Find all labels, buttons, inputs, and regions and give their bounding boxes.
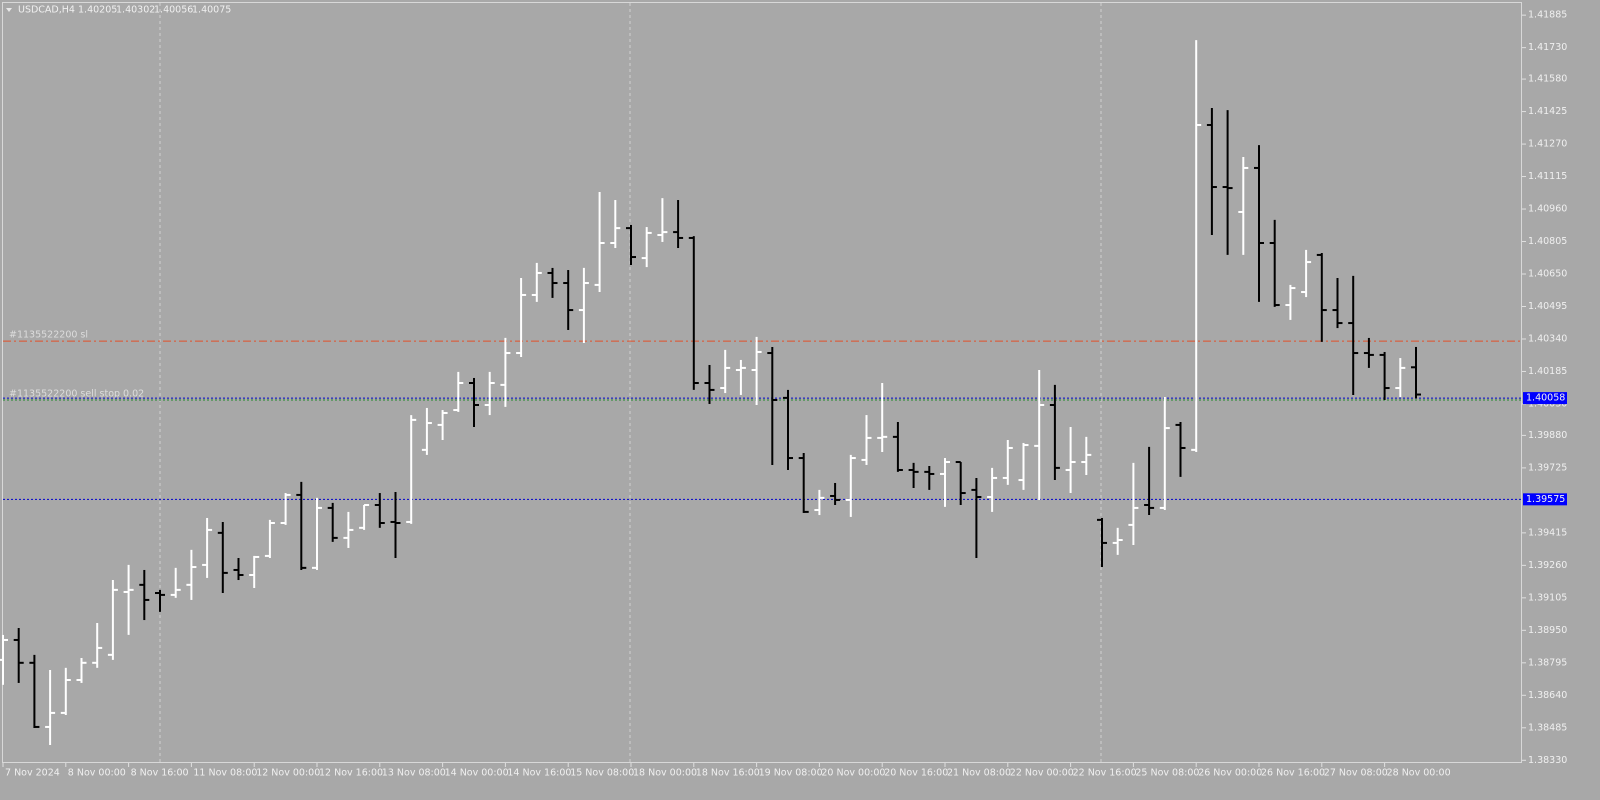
x-tick-label: 27 Nov 08:00 (1324, 768, 1388, 779)
x-tick-label: 11 Nov 08:00 (193, 768, 257, 779)
x-tick-label: 18 Nov 16:00 (696, 768, 760, 779)
x-tick-label: 19 Nov 08:00 (759, 768, 823, 779)
chart-title: USDCAD,H4 (18, 5, 75, 16)
y-tick-label: 1.38950 (1528, 625, 1567, 636)
price-tag-label: 1.40058 (1526, 393, 1565, 404)
y-tick-label: 1.41730 (1528, 42, 1567, 53)
y-tick-label: 1.40960 (1528, 204, 1567, 215)
x-tick-label: 26 Nov 16:00 (1261, 768, 1325, 779)
x-tick-label: 13 Nov 08:00 (382, 768, 446, 779)
x-tick-label: 26 Nov 00:00 (1198, 768, 1262, 779)
y-tick-label: 1.40495 (1528, 301, 1567, 312)
plot-frame (2, 2, 1522, 763)
y-tick-label: 1.40650 (1528, 269, 1567, 280)
header-close: 1.40075 (192, 5, 231, 16)
header-open: 1.40205 (78, 5, 117, 16)
x-tick-label: 14 Nov 00:00 (445, 768, 509, 779)
x-tick-label: 25 Nov 08:00 (1135, 768, 1199, 779)
x-tick-label: 12 Nov 00:00 (256, 768, 320, 779)
x-tick-label: 12 Nov 16:00 (319, 768, 383, 779)
x-tick-label: 28 Nov 00:00 (1387, 768, 1451, 779)
y-tick-label: 1.39260 (1528, 560, 1567, 571)
y-tick-label: 1.38485 (1528, 722, 1567, 733)
x-tick-label: 8 Nov 00:00 (68, 768, 126, 779)
level-label: #1135522200 sl (9, 330, 88, 341)
y-tick-label: 1.40805 (1528, 236, 1567, 247)
x-tick-label: 20 Nov 16:00 (884, 768, 948, 779)
price-tag (1523, 392, 1567, 405)
collapse-icon[interactable] (6, 8, 12, 12)
x-tick-label: 14 Nov 16:00 (507, 768, 571, 779)
y-tick-label: 1.38330 (1528, 755, 1567, 766)
y-tick-label: 1.40185 (1528, 366, 1567, 377)
y-tick-label: 1.41580 (1528, 74, 1567, 85)
level-label: #1135522200 sell stop 0.02 (9, 388, 144, 399)
y-tick-label: 1.39880 (1528, 430, 1567, 441)
y-tick-label: 1.41115 (1528, 171, 1567, 182)
x-tick-label: 21 Nov 08:00 (947, 768, 1011, 779)
price-tag-label: 1.39575 (1526, 494, 1565, 505)
header-low: 1.40056 (154, 5, 193, 16)
header-high: 1.40302 (116, 5, 155, 16)
y-tick-label: 1.40340 (1528, 333, 1567, 344)
x-tick-label: 18 Nov 00:00 (633, 768, 697, 779)
y-tick-label: 1.39725 (1528, 462, 1567, 473)
x-tick-label: 20 Nov 00:00 (821, 768, 885, 779)
x-tick-label: 15 Nov 08:00 (570, 768, 634, 779)
price-tag (1523, 493, 1567, 506)
x-tick-label: 7 Nov 2024 (5, 768, 60, 779)
y-tick-label: 1.39415 (1528, 527, 1567, 538)
y-tick-label: 1.41425 (1528, 106, 1567, 117)
x-tick-label: 22 Nov 16:00 (1073, 768, 1137, 779)
x-tick-label: 22 Nov 00:00 (1010, 768, 1074, 779)
y-tick-label: 1.41885 (1528, 10, 1567, 21)
x-tick-label: 8 Nov 16:00 (131, 768, 189, 779)
y-tick-label: 1.41270 (1528, 139, 1567, 150)
y-tick-label: 1.39105 (1528, 592, 1567, 603)
y-tick-label: 1.38795 (1528, 657, 1567, 668)
y-tick-label: 1.38640 (1528, 690, 1567, 701)
